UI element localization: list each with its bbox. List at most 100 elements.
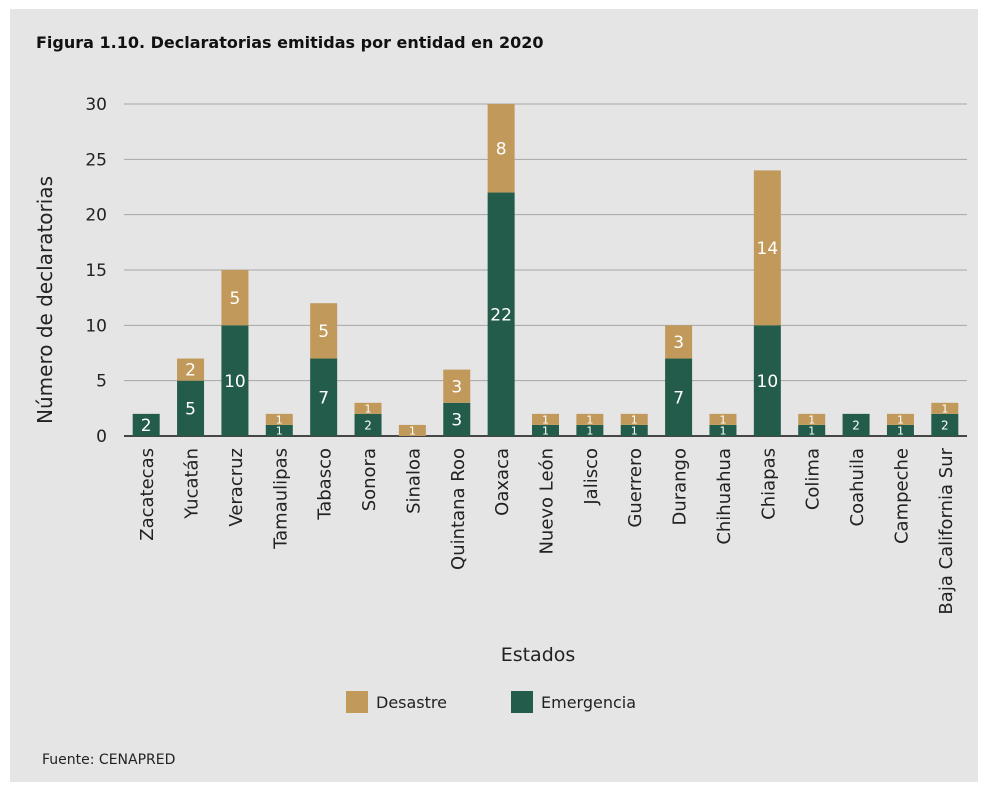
bar-emergencia: [665, 358, 693, 436]
bar-emergencia: [798, 424, 826, 436]
bar-emergencia: [842, 413, 870, 436]
y-axis-label: Número de declaratorias: [33, 176, 57, 424]
data-label: 5: [230, 289, 241, 309]
y-tick-label: 5: [96, 372, 107, 392]
data-label: 1: [409, 424, 416, 437]
bar-emergencia: [354, 413, 382, 436]
data-label: 2: [941, 418, 949, 432]
data-label: 10: [757, 372, 779, 392]
x-tick-label: Tabasco: [315, 448, 336, 521]
legend-label-emergencia: Emergencia: [541, 693, 636, 712]
y-tick-label: 15: [85, 261, 107, 281]
bar-desastre: [265, 413, 293, 425]
data-label: 2: [185, 361, 196, 381]
data-label: 1: [719, 424, 726, 437]
bar-desastre: [177, 358, 205, 381]
bar-desastre: [798, 413, 826, 425]
y-tick-label: 20: [85, 206, 107, 226]
bar-desastre: [354, 402, 382, 414]
x-tick-label: Zacatecas: [137, 448, 158, 541]
x-axis: Zacatecas Yucatán Veracruz Tamaulipas Tabasc…: [137, 447, 957, 614]
bar-desastre: [931, 402, 959, 414]
x-tick-label: Yucatán: [182, 448, 203, 520]
bar-desastre: [709, 413, 737, 425]
x-tick-label: Veracruz: [226, 448, 247, 527]
x-tick-label: Sinaloa: [403, 448, 424, 514]
y-tick-label: 25: [85, 150, 107, 170]
bar-emergencia: [532, 424, 559, 436]
bar-desastre: [221, 270, 249, 326]
legend-swatch-desastre: [346, 691, 368, 713]
x-tick-label: Guerrero: [625, 448, 646, 528]
x-axis-label: Estados: [501, 644, 576, 666]
bar-desastre: [443, 369, 471, 403]
x-tick-label: Colima: [803, 448, 824, 510]
x-tick-label: Tamaulipas: [270, 448, 291, 550]
bar-desastre: [398, 424, 426, 436]
bar-emergencia: [310, 358, 338, 436]
bar-emergencia: [931, 413, 959, 436]
bar-desastre: [576, 413, 604, 425]
x-tick-label: Chiapas: [758, 448, 779, 520]
legend-label-desastre: Desastre: [376, 693, 447, 712]
data-label: 3: [451, 377, 462, 397]
data-label: 7: [318, 388, 329, 408]
bar-desastre: [665, 325, 693, 359]
legend-swatch-emergencia: [511, 691, 533, 713]
data-label: 2: [852, 418, 860, 432]
data-label: 10: [224, 372, 246, 392]
data-label: 2: [141, 416, 152, 436]
y-axis: 0 5 10 15 20 25 30: [85, 95, 107, 447]
gridlines: [124, 103, 967, 437]
bar-emergencia: [443, 402, 471, 436]
data-label: 2: [364, 418, 372, 432]
bar-emergencia: [132, 413, 160, 436]
bar-emergencia: [221, 325, 249, 436]
bar-emergencia: [886, 424, 914, 436]
bar-emergencia: [265, 424, 293, 436]
x-tick-label: Durango: [670, 448, 691, 526]
data-label: 1: [808, 424, 815, 437]
data-label: 1: [897, 424, 904, 437]
data-label: 5: [318, 322, 329, 342]
data-label: 1: [542, 413, 549, 426]
bar-emergencia: [620, 424, 648, 436]
bar-desastre: [620, 413, 648, 425]
x-tick-label: Sonora: [359, 448, 380, 511]
x-tick-label: Jalisco: [581, 448, 602, 506]
data-label: 1: [941, 402, 948, 415]
data-label: 8: [496, 139, 507, 159]
data-label: 3: [451, 411, 462, 431]
data-label: 1: [631, 424, 638, 437]
bar-emergencia: [709, 424, 737, 436]
chart-title: Figura 1.10. Declaratorias emitidas por …: [36, 33, 544, 52]
bar-desastre: [310, 303, 338, 359]
data-label: 1: [808, 413, 815, 426]
data-label: 22: [490, 305, 512, 325]
x-tick-label: Campeche: [891, 448, 912, 544]
bar-emergencia: [576, 424, 604, 436]
x-tick-label: Baja California Sur: [936, 447, 957, 614]
bar-desastre: [886, 413, 914, 425]
data-label: 1: [276, 413, 283, 426]
bar-desastre: [487, 104, 515, 193]
bar-desastre: [532, 413, 559, 425]
data-label: 3: [673, 333, 684, 353]
data-label: 1: [719, 413, 726, 426]
data-label: 1: [897, 413, 904, 426]
bar-emergencia: [177, 380, 205, 436]
x-tick-label: Chihuahua: [714, 448, 735, 545]
x-tick-label: Coahuila: [847, 448, 868, 526]
bar-desastre: [753, 170, 781, 326]
data-label: 7: [673, 388, 684, 408]
y-tick-label: 10: [85, 316, 107, 336]
bar-emergencia: [487, 192, 515, 436]
y-tick-label: 30: [85, 95, 107, 115]
bars: [132, 104, 959, 436]
data-label: 14: [757, 239, 779, 259]
data-label: 5: [185, 399, 196, 419]
data-label: 1: [365, 402, 372, 415]
x-tick-label: Quintana Roo: [448, 448, 469, 570]
